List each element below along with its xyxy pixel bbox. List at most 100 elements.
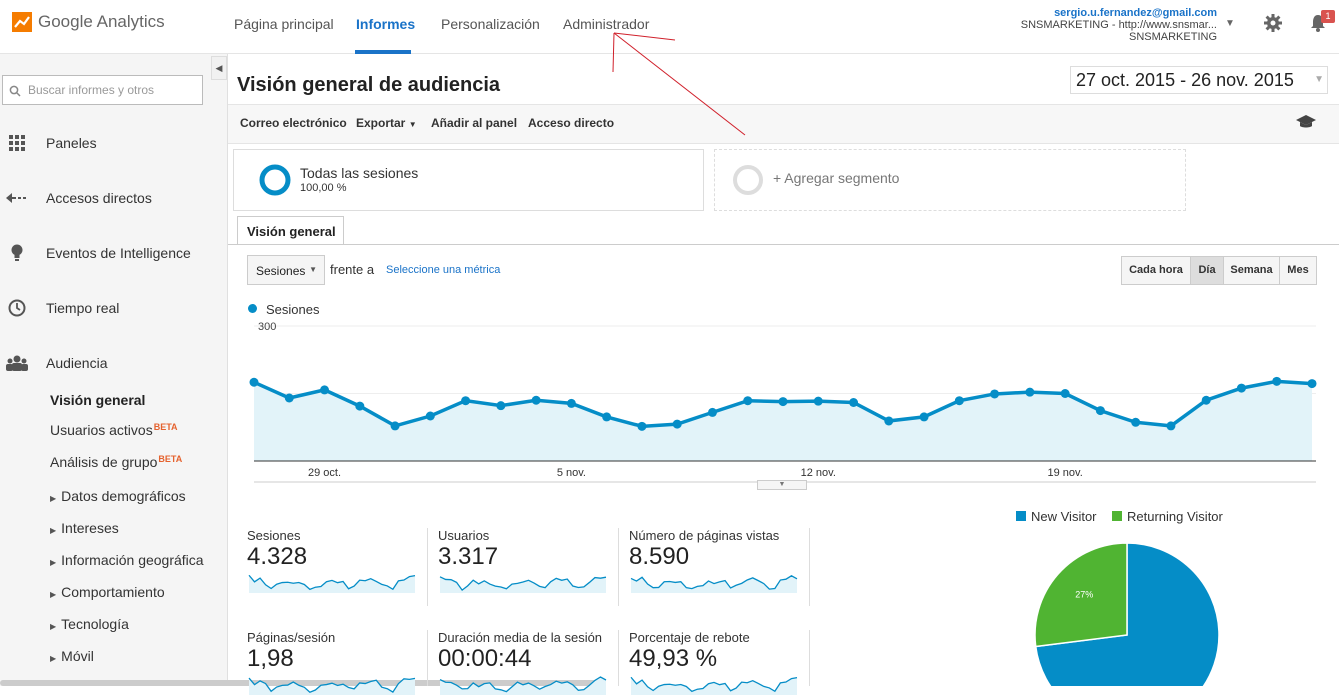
metric-select[interactable]: Sesiones ▼ <box>247 255 325 285</box>
data-point[interactable] <box>1307 379 1317 389</box>
data-point[interactable] <box>778 397 788 407</box>
export-button[interactable]: Exportar ▼ <box>356 116 417 130</box>
beta-badge: BETA <box>153 422 178 432</box>
stat-card[interactable]: Número de páginas vistas 8.590 <box>629 528 801 593</box>
x-tick-label: 12 nov. <box>801 467 836 479</box>
date-range-picker[interactable]: 27 oct. 2015 - 26 nov. 2015 ▼ <box>1070 66 1328 94</box>
collapse-sidebar-button[interactable]: ◀ <box>211 56 227 80</box>
sidebar <box>0 54 228 686</box>
sparkline <box>630 676 798 695</box>
account-selector[interactable]: sergio.u.fernandez@gmail.com SNSMARKETIN… <box>1021 7 1217 43</box>
select-metric-link[interactable]: Seleccione una métrica <box>386 264 501 276</box>
tab-overview[interactable]: Visión general <box>237 216 344 245</box>
chart-resize-handle[interactable]: ▼ <box>757 480 807 490</box>
data-point[interactable] <box>566 398 576 408</box>
sidebar-item-dashboards[interactable]: Paneles <box>0 134 97 152</box>
sidebar-subitem-behavior[interactable]: ▶ Comportamiento <box>50 584 165 600</box>
sidebar-subitem-active-users[interactable]: Usuarios activosBETA <box>50 422 178 438</box>
sidebar-item-intelligence[interactable]: Eventos de Intelligence <box>0 244 191 262</box>
graduation-cap-icon[interactable] <box>1296 114 1316 130</box>
chevron-down-icon: ▼ <box>1314 74 1324 85</box>
stat-card[interactable]: Usuarios 3.317 <box>438 528 610 593</box>
data-point[interactable] <box>355 401 365 411</box>
stat-card[interactable]: Sesiones 4.328 <box>247 528 419 593</box>
app-logo[interactable]: Google Analytics <box>12 12 165 32</box>
legend-swatch-returning-visitor <box>1112 511 1122 521</box>
gear-icon[interactable] <box>1264 14 1282 32</box>
data-point[interactable] <box>813 396 823 406</box>
sidebar-item-audience[interactable]: Audiencia <box>0 354 108 372</box>
data-point[interactable] <box>1095 406 1105 416</box>
sidebar-subitem-overview[interactable]: Visión general <box>50 392 145 408</box>
data-point[interactable] <box>284 393 294 403</box>
data-point[interactable] <box>390 421 400 431</box>
stat-value: 4.328 <box>247 543 308 570</box>
data-point[interactable] <box>743 396 753 406</box>
data-point[interactable] <box>919 412 929 422</box>
vs-label: frente a <box>330 262 375 277</box>
stat-card[interactable]: Páginas/sesión 1,98 <box>247 630 419 695</box>
data-point[interactable] <box>602 412 612 422</box>
horizontal-scrollbar[interactable] <box>0 680 600 686</box>
granularity-week-button[interactable]: Semana <box>1223 256 1280 285</box>
sidebar-subitem-technology[interactable]: ▶ Tecnología <box>50 616 129 632</box>
analytics-logo-icon <box>12 12 32 32</box>
data-point[interactable] <box>1236 383 1246 393</box>
data-point[interactable] <box>884 416 894 426</box>
data-point[interactable] <box>954 396 964 406</box>
sidebar-item-shortcuts[interactable]: Accesos directos <box>0 189 152 207</box>
data-point[interactable] <box>1025 387 1035 397</box>
data-point[interactable] <box>672 419 682 429</box>
stat-divider <box>809 630 810 686</box>
pie-slice-returning-visitor[interactable] <box>1034 542 1128 648</box>
data-point[interactable] <box>707 407 717 417</box>
email-button[interactable]: Correo electrónico <box>240 116 347 130</box>
granularity-hourly-button[interactable]: Cada hora <box>1121 256 1191 285</box>
data-point[interactable] <box>249 377 259 387</box>
stat-label: Páginas/sesión <box>247 630 336 645</box>
data-point[interactable] <box>425 411 435 421</box>
add-to-dashboard-button[interactable]: Añadir al panel <box>431 116 518 130</box>
data-point[interactable] <box>461 396 471 406</box>
data-point[interactable] <box>320 385 330 395</box>
account-dropdown-icon[interactable]: ▼ <box>1225 18 1235 29</box>
granularity-month-button[interactable]: Mes <box>1279 256 1317 285</box>
stat-card[interactable]: Duración media de la sesión 00:00:44 <box>438 630 610 695</box>
subitem-label: Datos demográficos <box>61 488 186 504</box>
data-point[interactable] <box>1131 417 1141 427</box>
data-point[interactable] <box>1201 395 1211 405</box>
data-point[interactable] <box>531 395 541 405</box>
nav-customization[interactable]: Personalización <box>441 16 540 32</box>
segment-all-sessions[interactable]: Todas las sesiones 100,00 % <box>233 149 704 211</box>
nav-home[interactable]: Página principal <box>234 16 334 32</box>
data-point[interactable] <box>990 389 1000 399</box>
nav-admin[interactable]: Administrador <box>563 16 650 32</box>
nav-reports[interactable]: Informes <box>356 16 416 32</box>
sidebar-item-realtime[interactable]: Tiempo real <box>0 299 119 317</box>
shortcut-button[interactable]: Acceso directo <box>528 116 615 130</box>
sidebar-subitem-geo[interactable]: ▶ Información geográfica <box>50 552 204 568</box>
data-point[interactable] <box>1060 389 1070 398</box>
sidebar-subitem-mobile[interactable]: ▶ Móvil <box>50 648 94 664</box>
data-point[interactable] <box>1272 376 1282 386</box>
sidebar-subitem-interests[interactable]: ▶ Intereses <box>50 520 119 536</box>
stat-value: 1,98 <box>247 645 294 672</box>
search-icon <box>9 85 21 97</box>
stat-divider <box>618 528 619 606</box>
sidebar-subitem-demographics[interactable]: ▶ Datos demográficos <box>50 488 186 504</box>
account-property: SNSMARKETING - http://www.snsmar... <box>1020 19 1217 31</box>
visitor-type-pie-chart[interactable]: 73%27% <box>1030 538 1230 686</box>
data-point[interactable] <box>849 398 859 407</box>
data-point[interactable] <box>496 401 506 411</box>
search-input[interactable]: Buscar informes y otros <box>2 75 203 105</box>
data-point[interactable] <box>1166 421 1176 431</box>
notification-badge: 1 <box>1321 10 1335 23</box>
sessions-line-chart[interactable]: 30015029 oct.5 nov.12 nov.19 nov. <box>230 318 1339 498</box>
sidebar-subitem-cohort[interactable]: Análisis de grupoBETA <box>50 454 182 470</box>
stat-card[interactable]: Porcentaje de rebote 49,93 % <box>629 630 801 695</box>
add-segment-button[interactable]: + Agregar segmento <box>714 149 1186 211</box>
granularity-day-button[interactable]: Día <box>1190 256 1224 285</box>
legend-label-new-visitor[interactable]: New Visitor <box>1031 509 1097 524</box>
legend-label-returning-visitor[interactable]: Returning Visitor <box>1127 509 1223 524</box>
data-point[interactable] <box>637 421 647 431</box>
